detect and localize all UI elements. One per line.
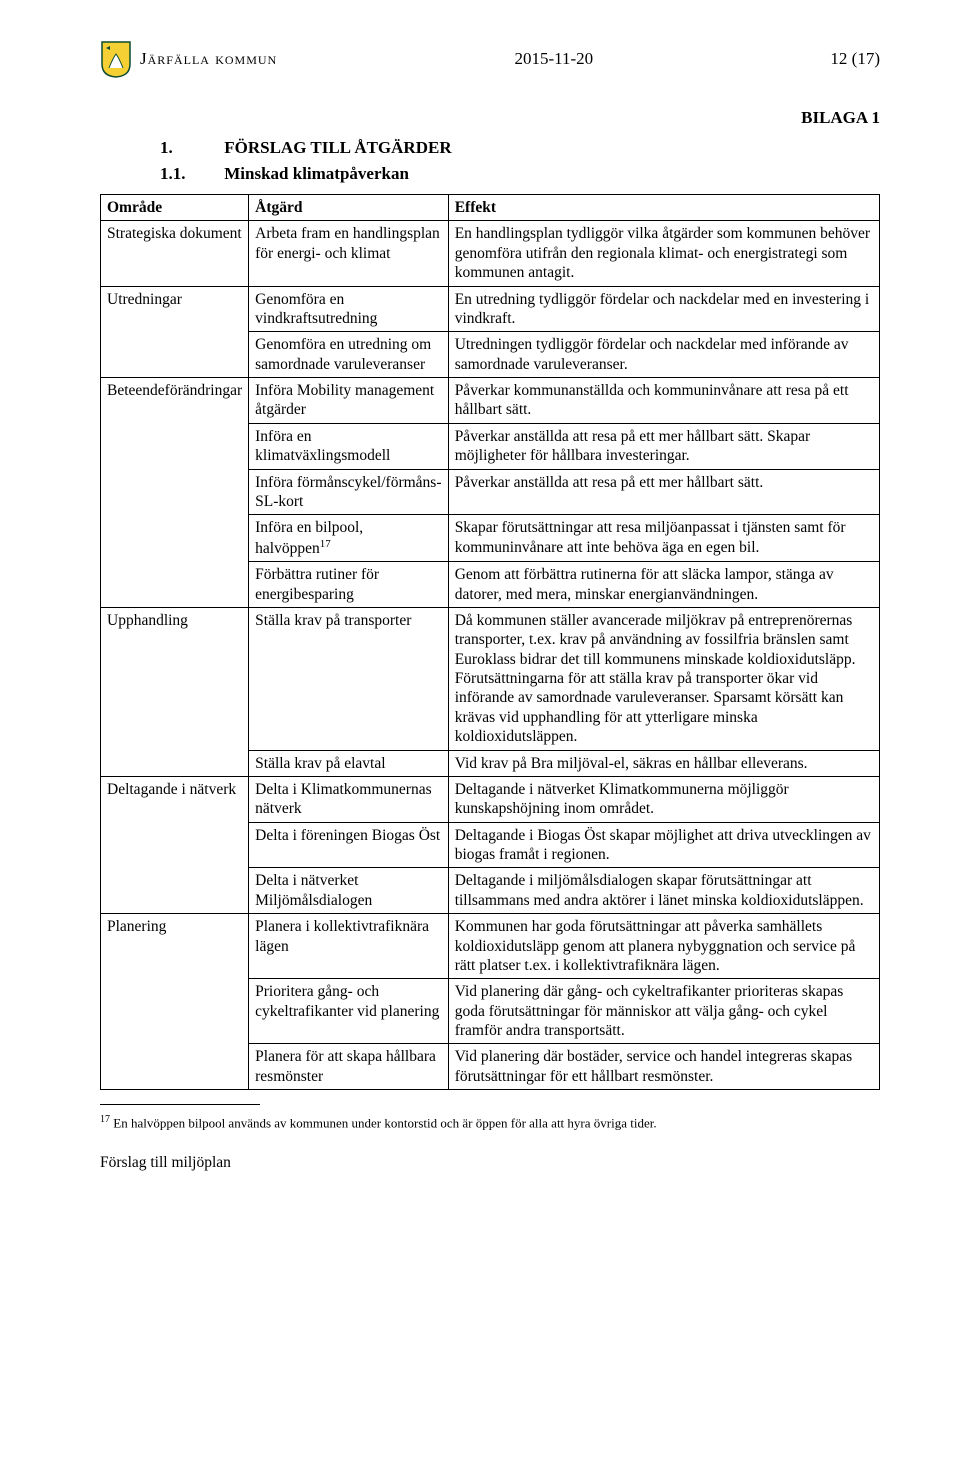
municipality-crest-icon [100, 40, 132, 78]
subsection-number: 1.1. [160, 164, 220, 184]
col-header-action: Åtgärd [249, 195, 449, 221]
col-header-area: Område [101, 195, 249, 221]
cell-action: Införa Mobility management åtgärder [249, 378, 449, 424]
cell-action: Planera för att skapa hållbara resmönste… [249, 1044, 449, 1090]
cell-effect: En handlingsplan tydliggör vilka åtgärde… [448, 221, 879, 286]
cell-action: Genomföra en utredning om samordnade var… [249, 332, 449, 378]
cell-area: Strategiska dokument [101, 221, 249, 286]
cell-effect: Vid planering där bostäder, service och … [448, 1044, 879, 1090]
footnote-separator [100, 1104, 260, 1105]
cell-action: Förbättra rutiner för energibesparing [249, 562, 449, 608]
cell-action: Ställa krav på transporter [249, 607, 449, 750]
cell-effect: Kommunen har goda förutsättningar att på… [448, 914, 879, 979]
page-header: Järfälla kommun 2015-11-20 12 (17) [100, 40, 880, 78]
section-heading: 1. FÖRSLAG TILL ÅTGÄRDER [160, 138, 880, 158]
cell-effect: Då kommunen ställer avancerade miljökrav… [448, 607, 879, 750]
cell-action: Genomföra en vindkraftsutredning [249, 286, 449, 332]
table-row: BeteendeförändringarInföra Mobility mana… [101, 378, 880, 424]
cell-area: Planering [101, 914, 249, 1090]
cell-action: Delta i Klimatkommunernas nätverk [249, 776, 449, 822]
cell-effect: Påverkar anställda att resa på ett mer h… [448, 469, 879, 515]
cell-effect: Genom att förbättra rutinerna för att sl… [448, 562, 879, 608]
cell-effect: En utredning tydliggör fördelar och nack… [448, 286, 879, 332]
appendix-label: BILAGA 1 [100, 108, 880, 128]
table-row: Strategiska dokumentArbeta fram en handl… [101, 221, 880, 286]
cell-area: Utredningar [101, 286, 249, 378]
actions-table: Område Åtgärd Effekt Strategiska dokumen… [100, 194, 880, 1090]
cell-action: Prioritera gång- och cykeltrafikanter vi… [249, 979, 449, 1044]
cell-action: Arbeta fram en handlingsplan för energi-… [249, 221, 449, 286]
org-name: Järfälla kommun [140, 49, 277, 69]
cell-action: Införa en bilpool, halvöppen17 [249, 515, 449, 562]
table-row: UpphandlingStälla krav på transporterDå … [101, 607, 880, 750]
footer-text: Förslag till miljöplan [100, 1154, 880, 1172]
footnote-text: En halvöppen bilpool används av kommunen… [110, 1115, 657, 1130]
header-page-number: 12 (17) [830, 49, 880, 69]
section-title: FÖRSLAG TILL ÅTGÄRDER [224, 138, 451, 157]
table-row: Deltagande i nätverkDelta i Klimatkommun… [101, 776, 880, 822]
cell-action: Införa en klimatväxlingsmodell [249, 423, 449, 469]
cell-effect: Påverkar anställda att resa på ett mer h… [448, 423, 879, 469]
cell-action: Delta i nätverket Miljömålsdialogen [249, 868, 449, 914]
header-date: 2015-11-20 [514, 49, 593, 69]
section-number: 1. [160, 138, 220, 158]
cell-action: Planera i kollektivtrafiknära lägen [249, 914, 449, 979]
footnote: 17 En halvöppen bilpool används av kommu… [100, 1113, 880, 1132]
cell-effect: Utredningen tydliggör fördelar och nackd… [448, 332, 879, 378]
col-header-effect: Effekt [448, 195, 879, 221]
cell-effect: Deltagande i miljömålsdialogen skapar fö… [448, 868, 879, 914]
table-row: PlaneringPlanera i kollektivtrafiknära l… [101, 914, 880, 979]
cell-effect: Påverkar kommunanställda och kommuninvån… [448, 378, 879, 424]
cell-area: Deltagande i nätverk [101, 776, 249, 913]
subsection-title: Minskad klimatpåverkan [224, 164, 409, 183]
cell-effect: Deltagande i nätverket Klimatkommunerna … [448, 776, 879, 822]
cell-effect: Skapar förutsättningar att resa miljöanp… [448, 515, 879, 562]
cell-action: Delta i föreningen Biogas Öst [249, 822, 449, 868]
cell-effect: Vid planering där gång- och cykeltrafika… [448, 979, 879, 1044]
cell-effect: Deltagande i Biogas Öst skapar möjlighet… [448, 822, 879, 868]
header-left: Järfälla kommun [100, 40, 277, 78]
cell-effect: Vid krav på Bra miljöval-el, säkras en h… [448, 750, 879, 776]
footnote-number: 17 [100, 1114, 110, 1125]
table-row: UtredningarGenomföra en vindkraftsutredn… [101, 286, 880, 332]
cell-area: Upphandling [101, 607, 249, 776]
cell-area: Beteendeförändringar [101, 378, 249, 608]
cell-action: Införa förmånscykel/förmåns-SL-kort [249, 469, 449, 515]
cell-action: Ställa krav på elavtal [249, 750, 449, 776]
table-header-row: Område Åtgärd Effekt [101, 195, 880, 221]
subsection-heading: 1.1. Minskad klimatpåverkan [160, 164, 880, 184]
